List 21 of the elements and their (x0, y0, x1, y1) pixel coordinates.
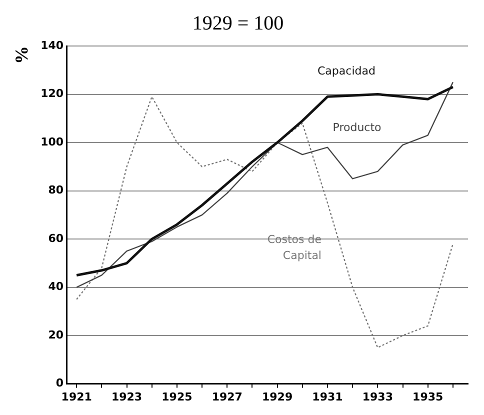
x-tick-label: 1929 (262, 390, 293, 404)
line-series (76, 96, 454, 348)
x-tick-label: 1933 (362, 390, 393, 404)
series-label: Producto (332, 120, 382, 134)
x-tick-label: 1923 (111, 390, 142, 404)
y-tick-label: 80 (48, 184, 64, 197)
y-tick-label: 100 (40, 135, 64, 148)
y-tick-label: 20 (48, 328, 64, 342)
x-tick-label: 1927 (212, 390, 242, 404)
x-tick-label: 1935 (412, 390, 444, 404)
y-tick-label: 0 (56, 376, 64, 390)
x-tick-label: 1921 (61, 390, 92, 404)
y-tick-label: 140 (40, 38, 64, 52)
y-axis-title: % (11, 46, 32, 64)
y-tick-label: 40 (48, 280, 64, 294)
x-tick-label: 1931 (312, 390, 343, 404)
x-tick-label: 1925 (162, 390, 192, 404)
series-label: Capacidad (317, 64, 376, 78)
y-tick-label: 120 (40, 87, 64, 100)
y-tick-label: 60 (48, 232, 64, 245)
chart-title: 1929 = 100 (192, 12, 284, 34)
